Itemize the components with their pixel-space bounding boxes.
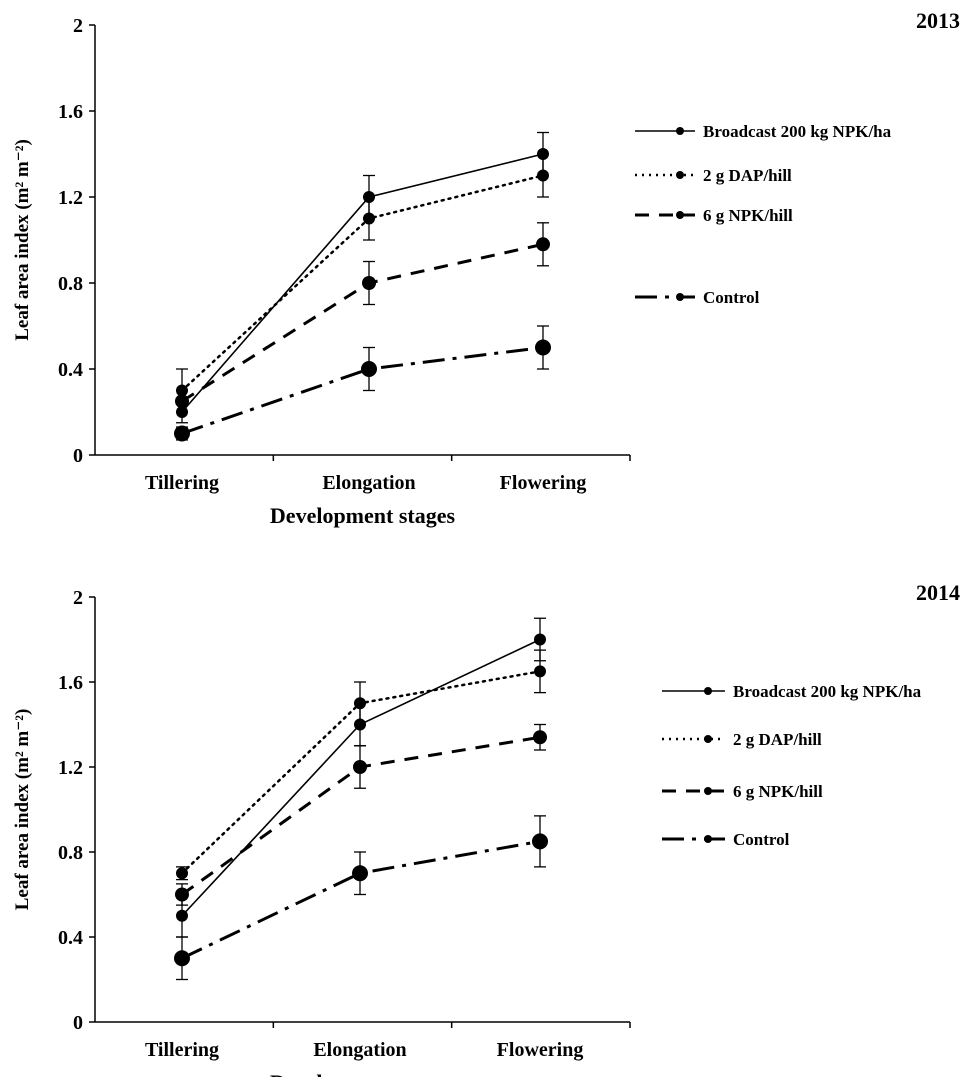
legend-marker <box>676 211 684 219</box>
data-point <box>533 730 547 745</box>
legend-marker <box>676 127 684 135</box>
legend-label: 6 g NPK/hill <box>703 206 793 225</box>
legend-label: Broadcast 200 kg NPK/ha <box>703 122 892 141</box>
data-point <box>532 833 548 850</box>
x-tick-label: Elongation <box>313 1039 406 1061</box>
y-axis-title: Leaf area index (m² m⁻²) <box>12 709 33 911</box>
y-axis-title: Leaf area index (m² m⁻²) <box>12 139 33 341</box>
legend-marker <box>704 787 712 795</box>
y-tick-label: 0.4 <box>58 359 83 381</box>
y-tick-label: 0.8 <box>58 273 83 295</box>
data-point <box>175 394 189 409</box>
series-line <box>181 242 544 403</box>
data-point <box>361 361 377 377</box>
legend-label: Control <box>703 288 760 307</box>
x-tick-label: Tillering <box>145 472 219 494</box>
data-point <box>354 697 366 710</box>
chart-panel-2013: 0 0.4 0.8 1.2 1.6 2 Tillering Elongation Floweri… <box>12 8 960 528</box>
chart-title: 2014 <box>916 580 960 605</box>
legend-marker <box>676 293 684 301</box>
data-point <box>353 760 367 774</box>
data-point <box>352 865 368 882</box>
x-tick-label: Flowering <box>497 1039 584 1061</box>
legend-label: 2 g DAP/hill <box>733 730 822 749</box>
data-point <box>175 887 189 902</box>
series-line <box>181 346 544 435</box>
data-point <box>176 909 188 922</box>
legend-marker <box>704 735 712 743</box>
y-tick-label: 2 <box>73 15 83 37</box>
legend-label: 2 g DAP/hill <box>703 166 792 185</box>
x-axis-title: Development stages <box>270 503 456 528</box>
x-tick-label: Tillering <box>145 1039 219 1061</box>
legend-marker <box>676 171 684 179</box>
legend-label: 6 g NPK/hill <box>733 782 823 801</box>
data-point <box>537 169 549 182</box>
legend-marker <box>704 835 712 843</box>
y-tick-label: 1.6 <box>58 672 83 694</box>
data-point <box>174 950 190 967</box>
x-tick-label: Flowering <box>500 472 587 494</box>
y-tick-label: 0.8 <box>58 842 83 864</box>
data-point <box>174 425 190 442</box>
data-point <box>176 867 188 880</box>
legend-marker <box>704 687 712 695</box>
y-tick-label: 0 <box>73 1012 83 1034</box>
data-point <box>534 633 546 646</box>
data-point <box>535 339 551 356</box>
y-tick-label: 1.2 <box>58 757 83 779</box>
x-tick-label: Elongation <box>322 472 415 494</box>
chart-title: 2013 <box>916 8 960 33</box>
legend-label: Broadcast 200 kg NPK/ha <box>733 682 922 701</box>
y-tick-label: 1.2 <box>58 187 83 209</box>
data-point <box>534 665 546 678</box>
legend-label: Control <box>733 830 790 849</box>
data-point <box>536 237 550 252</box>
y-tick-label: 0 <box>73 445 83 467</box>
x-axis-title: Development stages <box>270 1070 456 1077</box>
y-tick-label: 2 <box>73 587 83 609</box>
data-point <box>363 212 375 225</box>
data-point <box>362 276 376 290</box>
chart-panel-2014: 0 0.4 0.8 1.2 1.6 2 Tillering Elongation Floweri… <box>12 580 960 1077</box>
y-tick-label: 0.4 <box>58 927 83 949</box>
y-tick-label: 1.6 <box>58 101 83 123</box>
